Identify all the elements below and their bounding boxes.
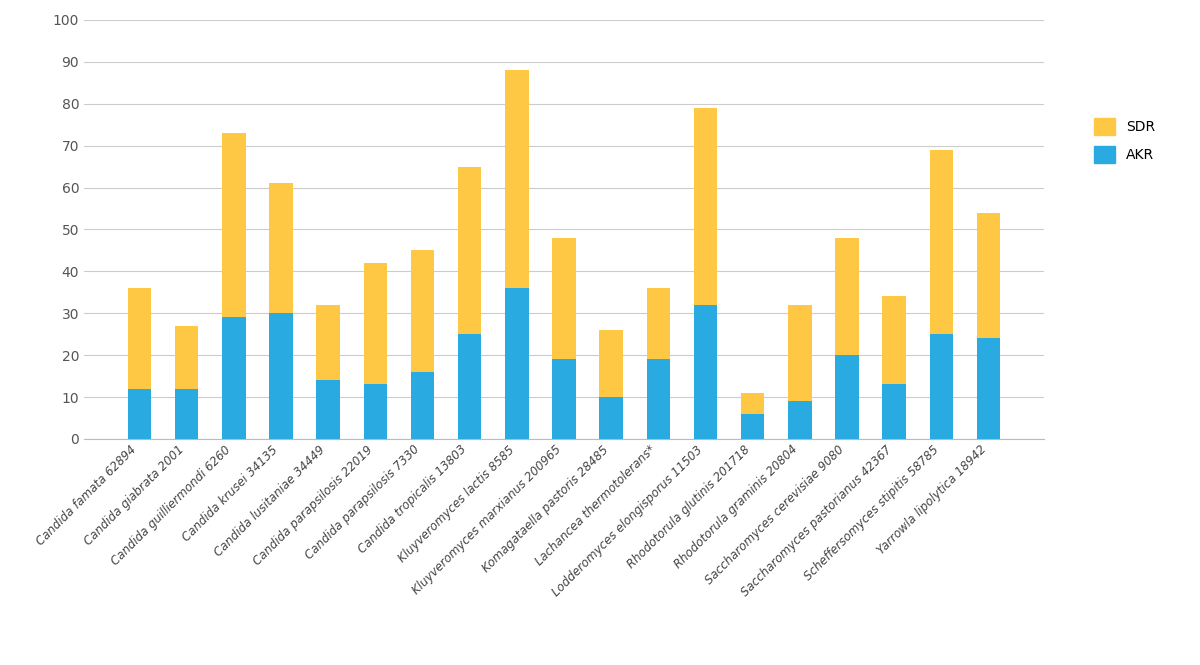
Bar xyxy=(175,388,198,439)
Bar xyxy=(222,133,246,317)
Bar xyxy=(505,288,529,439)
Bar xyxy=(740,414,764,439)
Bar xyxy=(552,359,576,439)
Bar xyxy=(788,305,811,401)
Bar xyxy=(410,372,434,439)
Bar xyxy=(694,305,718,439)
Bar xyxy=(740,393,764,414)
Bar xyxy=(599,330,623,397)
Bar xyxy=(317,305,340,380)
Bar xyxy=(694,108,718,305)
Bar xyxy=(599,397,623,439)
Bar xyxy=(930,150,953,334)
Bar xyxy=(788,401,811,439)
Bar xyxy=(364,263,388,384)
Bar xyxy=(505,70,529,288)
Bar xyxy=(647,359,670,439)
Bar xyxy=(127,388,151,439)
Bar xyxy=(977,338,1001,439)
Bar xyxy=(222,317,246,439)
Bar xyxy=(410,250,434,372)
Bar xyxy=(882,384,906,439)
Bar xyxy=(835,238,859,355)
Bar xyxy=(364,384,388,439)
Bar xyxy=(269,184,293,313)
Bar xyxy=(175,326,198,388)
Legend: SDR, AKR: SDR, AKR xyxy=(1087,110,1162,170)
Bar xyxy=(317,380,340,439)
Bar xyxy=(458,166,481,334)
Bar xyxy=(835,355,859,439)
Bar xyxy=(930,334,953,439)
Bar xyxy=(552,238,576,359)
Bar xyxy=(977,213,1001,338)
Bar xyxy=(269,313,293,439)
Bar xyxy=(458,334,481,439)
Bar xyxy=(647,288,670,359)
Bar xyxy=(127,288,151,388)
Bar xyxy=(882,297,906,384)
